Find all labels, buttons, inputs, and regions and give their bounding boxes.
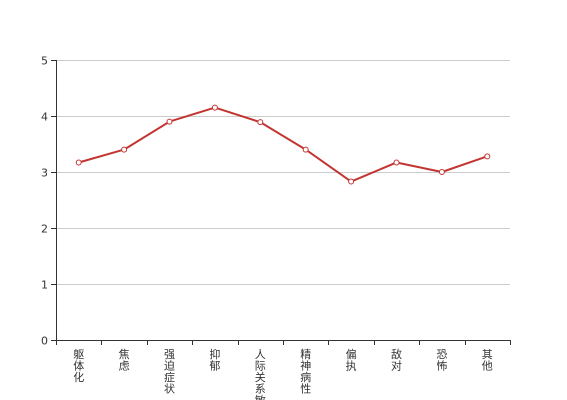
data-point[interactable] bbox=[393, 159, 400, 166]
y-tick-label: 1 bbox=[41, 279, 48, 292]
x-tick-label: 躯体化 bbox=[73, 348, 84, 384]
data-point[interactable] bbox=[302, 146, 309, 153]
data-point[interactable] bbox=[348, 178, 355, 185]
data-point[interactable] bbox=[121, 146, 128, 153]
data-point[interactable] bbox=[484, 153, 491, 160]
x-tick-label: 抑郁 bbox=[209, 347, 220, 373]
x-tick-label: 人际关系敏感 bbox=[255, 348, 266, 400]
x-tick-label: 敌对 bbox=[391, 347, 402, 373]
series-layer bbox=[75, 104, 491, 185]
x-tick-label: 其他 bbox=[482, 348, 493, 373]
y-tick-label: 0 bbox=[41, 335, 48, 348]
x-tick-label: 强迫症状 bbox=[164, 348, 175, 396]
data-point[interactable] bbox=[75, 159, 82, 166]
y-tick-label: 4 bbox=[41, 111, 48, 124]
y-tick-label: 5 bbox=[41, 55, 48, 68]
data-point[interactable] bbox=[166, 118, 173, 125]
data-point[interactable] bbox=[257, 119, 264, 126]
x-axis-ticks: 躯体化 焦虑 强迫症状 抑郁 人际关系敏感 精神病性 偏执 敌对 恐怖 其他 bbox=[56, 340, 511, 400]
x-tick-label: 偏执 bbox=[346, 347, 357, 373]
data-point[interactable] bbox=[438, 169, 445, 175]
y-axis-ticks: 0 1 2 3 4 5 bbox=[41, 55, 56, 348]
y-tick-label: 3 bbox=[41, 167, 48, 180]
axes bbox=[56, 60, 510, 341]
x-tick-label: 恐怖 bbox=[436, 348, 447, 373]
grid-lines bbox=[56, 60, 510, 285]
y-tick-label: 2 bbox=[41, 223, 48, 236]
series-line bbox=[78, 106, 488, 183]
data-point[interactable] bbox=[211, 104, 218, 111]
x-tick-label: 精神病性 bbox=[300, 348, 311, 396]
x-tick-label: 焦虑 bbox=[119, 348, 130, 373]
